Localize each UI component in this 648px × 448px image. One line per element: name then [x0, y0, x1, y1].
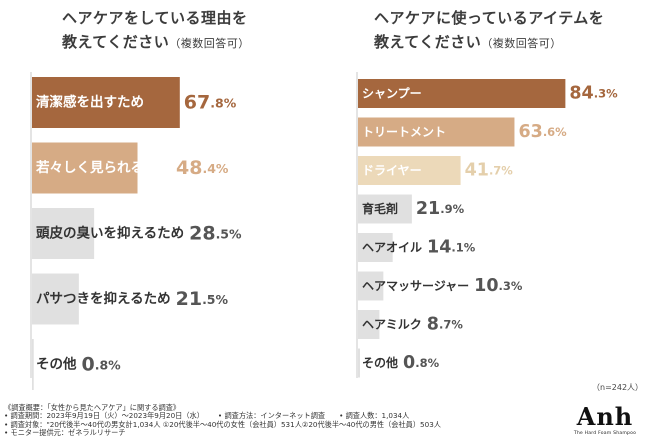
sample-size: （n=242人） — [592, 383, 644, 392]
right-chart-title: ヘアケアに使っているアイテムを 教えてください（複数回答可） — [374, 6, 604, 56]
item-category-label: ヘアオイル — [362, 241, 422, 255]
item-bar — [358, 233, 393, 262]
item-category-label: その他 — [362, 355, 398, 370]
reason-category-label: 清潔感を出すため — [36, 94, 144, 111]
left-chart-title: ヘアケアをしている理由を 教えてください（複数回答可） — [62, 6, 250, 56]
item-category-label: ドライヤー — [362, 164, 422, 178]
item-value-label: 10.3% — [474, 276, 523, 296]
item-bar — [358, 79, 566, 108]
reason-bar — [32, 208, 95, 259]
reason-bar — [32, 142, 138, 194]
item-value-label: 8.7% — [427, 315, 464, 335]
right-chart-title-line2: 教えてください — [374, 33, 482, 51]
reason-category-label: その他 — [36, 356, 77, 373]
left-chart-title-line2: 教えてください — [62, 33, 170, 51]
item-value-label: 14.1% — [427, 238, 476, 258]
footnote-provider: • モニター提供元：ゼネラルリサーチ — [4, 427, 126, 437]
item-value-label: 63.6% — [518, 122, 567, 142]
reason-value-label: 67.8% — [184, 92, 237, 114]
footnote-method: • 調査方法：インターネット調査 — [217, 411, 326, 421]
reason-category-label: パサつきを抑えるため — [36, 290, 171, 307]
reason-value-label: 48.4% — [176, 157, 229, 179]
item-category-label: トリートメント — [362, 125, 446, 139]
reason-bar — [32, 339, 34, 390]
right-chart-subtitle: （複数回答可） — [481, 37, 562, 50]
item-bar — [358, 117, 515, 147]
reason-category-label: 若々しく見られるため — [35, 159, 171, 176]
right-chart-title-line1: ヘアケアに使っているアイテムを — [374, 9, 605, 27]
reason-bar — [32, 273, 79, 325]
item-bar — [358, 348, 360, 378]
footnote-period: • 調査期間：2023年9月19日（火）〜2023年9月20日（水） — [4, 411, 204, 421]
item-bar — [358, 156, 461, 185]
item-bar — [358, 271, 384, 301]
item-category-label: ヘアマッサージャー — [362, 279, 469, 293]
footnote-count: • 調査人数：1,034人 — [339, 411, 410, 421]
reason-value-label: 0.8% — [82, 354, 122, 376]
bar-charts: 清潔感を出すため 67.8% 若々しく見られるため 48.4% 頭皮の臭いを抑えるため 2… — [30, 72, 618, 390]
logo-mark: Anh — [576, 402, 634, 431]
item-bar — [358, 194, 412, 224]
reason-category-label: 頭皮の臭いを抑えるため — [36, 225, 184, 242]
item-category-label: 育毛剤 — [362, 201, 398, 216]
item-category-label: シャンプー — [362, 86, 422, 101]
item-category-label: ヘアミルク — [362, 318, 422, 332]
item-value-label: 21.9% — [416, 199, 465, 219]
left-chart-subtitle: （複数回答可） — [169, 37, 250, 50]
reason-value-label: 21.5% — [176, 288, 229, 310]
logo-tagline: The Hard Foam Shampoo — [573, 431, 637, 436]
item-value-label: 41.7% — [465, 161, 514, 181]
brand-logo: Anh The Hard Foam Shampoo — [566, 402, 644, 437]
reason-value-label: 28.5% — [189, 223, 242, 245]
footnote-target: • 調査対象："20代後半〜40代の男女計1,034人 ①20代後半〜40代の女… — [4, 419, 441, 429]
item-bar — [358, 310, 380, 339]
footnote-header: 《調査概要：「女性から見たヘアケア」に関する調査》 — [4, 403, 181, 412]
survey-footnotes: 《調査概要：「女性から見たヘアケア」に関する調査》 • 調査期間：2023年9月… — [4, 403, 441, 437]
reason-bar — [32, 77, 180, 128]
item-value-label: 84.3% — [569, 84, 618, 104]
item-value-label: 0.8% — [403, 353, 440, 373]
left-chart-title-line1: ヘアケアをしている理由を — [62, 9, 248, 27]
